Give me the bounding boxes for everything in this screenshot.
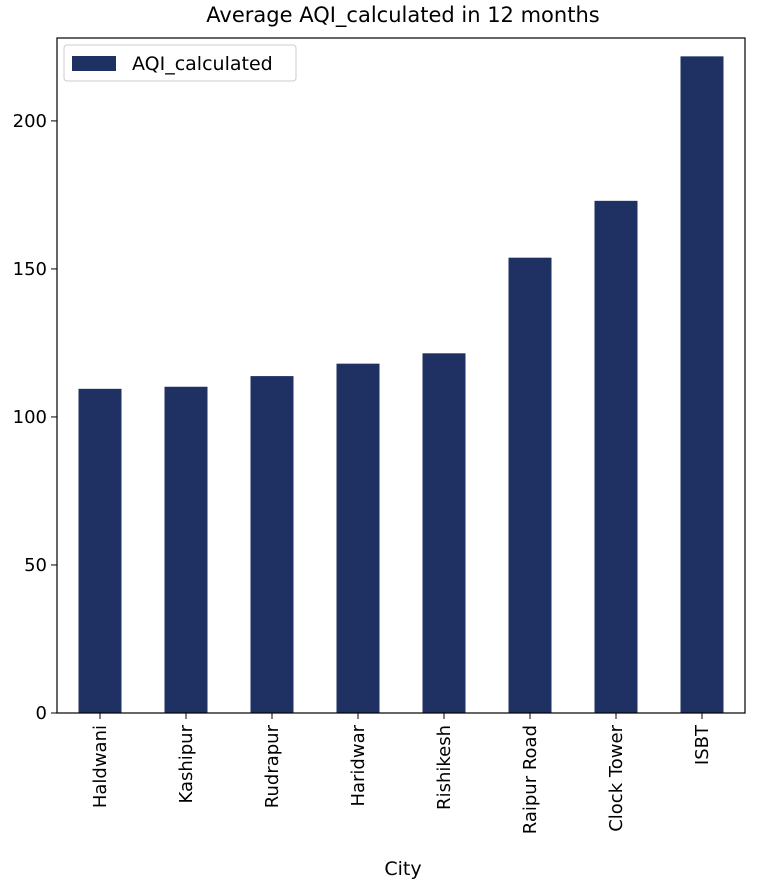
x-tick-label: ISBT	[692, 724, 713, 765]
bar-haridwar	[336, 363, 380, 713]
x-axis: Haldwani Kashipur Rudrapur Haridwar Rishikes…	[90, 713, 713, 834]
legend-swatch	[72, 56, 116, 71]
bar-rishikesh	[422, 353, 466, 713]
x-tick-label: Rudrapur	[262, 724, 283, 808]
x-tick-label: Rishikesh	[434, 725, 455, 810]
bar-raipur-road	[508, 257, 552, 713]
bar-kashipur	[164, 386, 208, 713]
y-tick-label: 200	[13, 111, 47, 132]
bar-clock-tower	[594, 200, 638, 713]
bar-isbt	[680, 56, 724, 713]
legend-label: AQI_calculated	[132, 53, 273, 75]
y-axis: 0 50 100 150 200	[13, 111, 57, 724]
x-axis-label: City	[384, 858, 421, 880]
chart-title: Average AQI_calculated in 12 months	[206, 3, 599, 28]
x-tick-label: Raipur Road	[520, 725, 541, 834]
legend-box	[63, 44, 297, 82]
x-tick-label: Haldwani	[90, 725, 111, 808]
x-tick-label: Haridwar	[348, 724, 369, 806]
y-tick-label: 150	[13, 259, 47, 280]
bar-haldwani	[78, 388, 122, 713]
x-tick-label: Clock Tower	[606, 724, 627, 831]
y-tick-label: 100	[13, 407, 47, 428]
y-tick-label: 50	[24, 555, 47, 576]
bars-group	[78, 56, 724, 713]
bar-rudrapur	[250, 376, 294, 713]
legend: AQI_calculated	[63, 44, 297, 82]
x-tick-label: Kashipur	[176, 724, 197, 803]
y-tick-label: 0	[36, 703, 47, 724]
plot-frame	[56, 37, 746, 714]
